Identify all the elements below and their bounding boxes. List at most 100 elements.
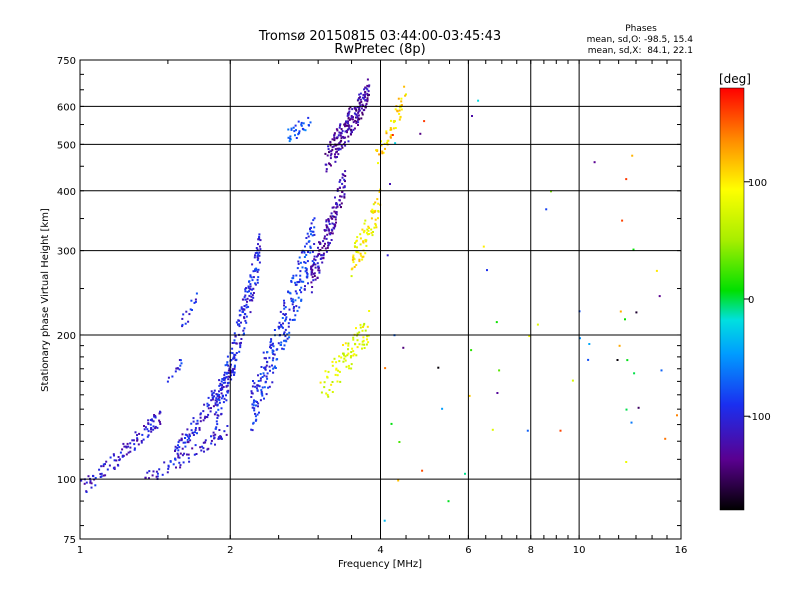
data-point — [261, 376, 264, 378]
data-point — [655, 269, 658, 272]
data-point — [285, 340, 288, 343]
data-point — [147, 430, 150, 433]
data-point — [341, 146, 344, 149]
data-point — [155, 470, 158, 473]
data-point — [335, 128, 338, 131]
data-point — [366, 100, 369, 103]
data-point — [350, 355, 353, 357]
data-point — [232, 357, 235, 360]
data-point — [271, 351, 274, 354]
data-point — [202, 447, 205, 450]
data-point — [288, 331, 291, 334]
data-point — [269, 346, 271, 349]
data-point — [187, 441, 190, 444]
data-point — [468, 394, 471, 397]
data-point — [210, 407, 212, 410]
data-point — [104, 463, 106, 466]
data-point — [368, 310, 371, 312]
data-point — [257, 402, 260, 405]
data-point — [148, 470, 151, 473]
data-point — [299, 289, 301, 292]
data-point — [256, 401, 258, 403]
data-point — [359, 98, 362, 101]
data-point — [293, 318, 296, 321]
data-point — [366, 97, 369, 100]
data-point — [109, 456, 112, 459]
data-point — [305, 237, 308, 239]
data-point — [225, 433, 228, 436]
data-point — [85, 481, 88, 484]
data-point — [299, 270, 302, 273]
data-point — [305, 271, 308, 274]
data-point — [396, 109, 399, 112]
data-point — [152, 428, 155, 431]
data-point — [329, 157, 332, 160]
data-point — [179, 466, 182, 469]
data-point — [246, 290, 249, 293]
data-point — [217, 397, 220, 400]
data-point — [317, 269, 320, 272]
data-point — [350, 351, 353, 354]
data-point — [293, 306, 295, 308]
data-point — [335, 206, 338, 209]
data-point — [264, 381, 267, 384]
data-point — [251, 288, 253, 291]
data-point — [119, 451, 122, 454]
data-point — [259, 248, 262, 251]
data-point — [271, 381, 274, 384]
data-point — [333, 215, 336, 218]
data-point — [362, 326, 364, 328]
data-point — [353, 353, 356, 356]
data-point — [305, 242, 308, 245]
data-point — [246, 297, 249, 300]
data-point — [121, 448, 124, 451]
data-point — [351, 347, 354, 350]
data-point — [181, 317, 184, 320]
data-point — [222, 401, 225, 404]
data-point — [260, 391, 263, 393]
data-point — [470, 349, 473, 352]
data-point — [281, 347, 284, 350]
data-point — [402, 346, 405, 349]
data-point — [248, 290, 250, 293]
data-point — [329, 233, 332, 236]
data-point — [313, 226, 316, 229]
data-point — [159, 423, 162, 425]
data-point — [238, 309, 241, 312]
data-point — [317, 265, 320, 268]
data-point — [228, 367, 231, 370]
data-point — [298, 132, 301, 135]
data-point — [354, 119, 357, 122]
data-point — [545, 208, 548, 211]
data-point — [123, 445, 126, 448]
data-point — [302, 122, 305, 125]
data-point — [205, 416, 208, 418]
data-point — [147, 434, 150, 437]
data-point — [256, 251, 258, 254]
data-point — [359, 243, 362, 246]
data-point — [180, 362, 183, 365]
data-point — [625, 461, 628, 463]
data-point — [364, 104, 367, 107]
data-point — [232, 369, 234, 372]
data-point — [398, 441, 401, 443]
data-point — [360, 107, 363, 110]
data-point — [351, 118, 354, 121]
data-point — [224, 377, 226, 379]
data-point — [154, 425, 157, 428]
data-point — [262, 351, 265, 354]
data-point — [312, 279, 315, 282]
data-point — [377, 217, 379, 220]
data-point — [295, 137, 298, 139]
data-point — [331, 364, 334, 367]
data-point — [550, 190, 552, 193]
data-point — [191, 309, 193, 311]
data-point — [287, 290, 290, 293]
data-point — [255, 387, 258, 390]
data-point — [232, 371, 235, 374]
data-point — [361, 113, 364, 116]
data-point — [198, 428, 201, 431]
data-point — [254, 419, 257, 422]
data-point — [179, 464, 182, 467]
data-point — [350, 128, 352, 131]
